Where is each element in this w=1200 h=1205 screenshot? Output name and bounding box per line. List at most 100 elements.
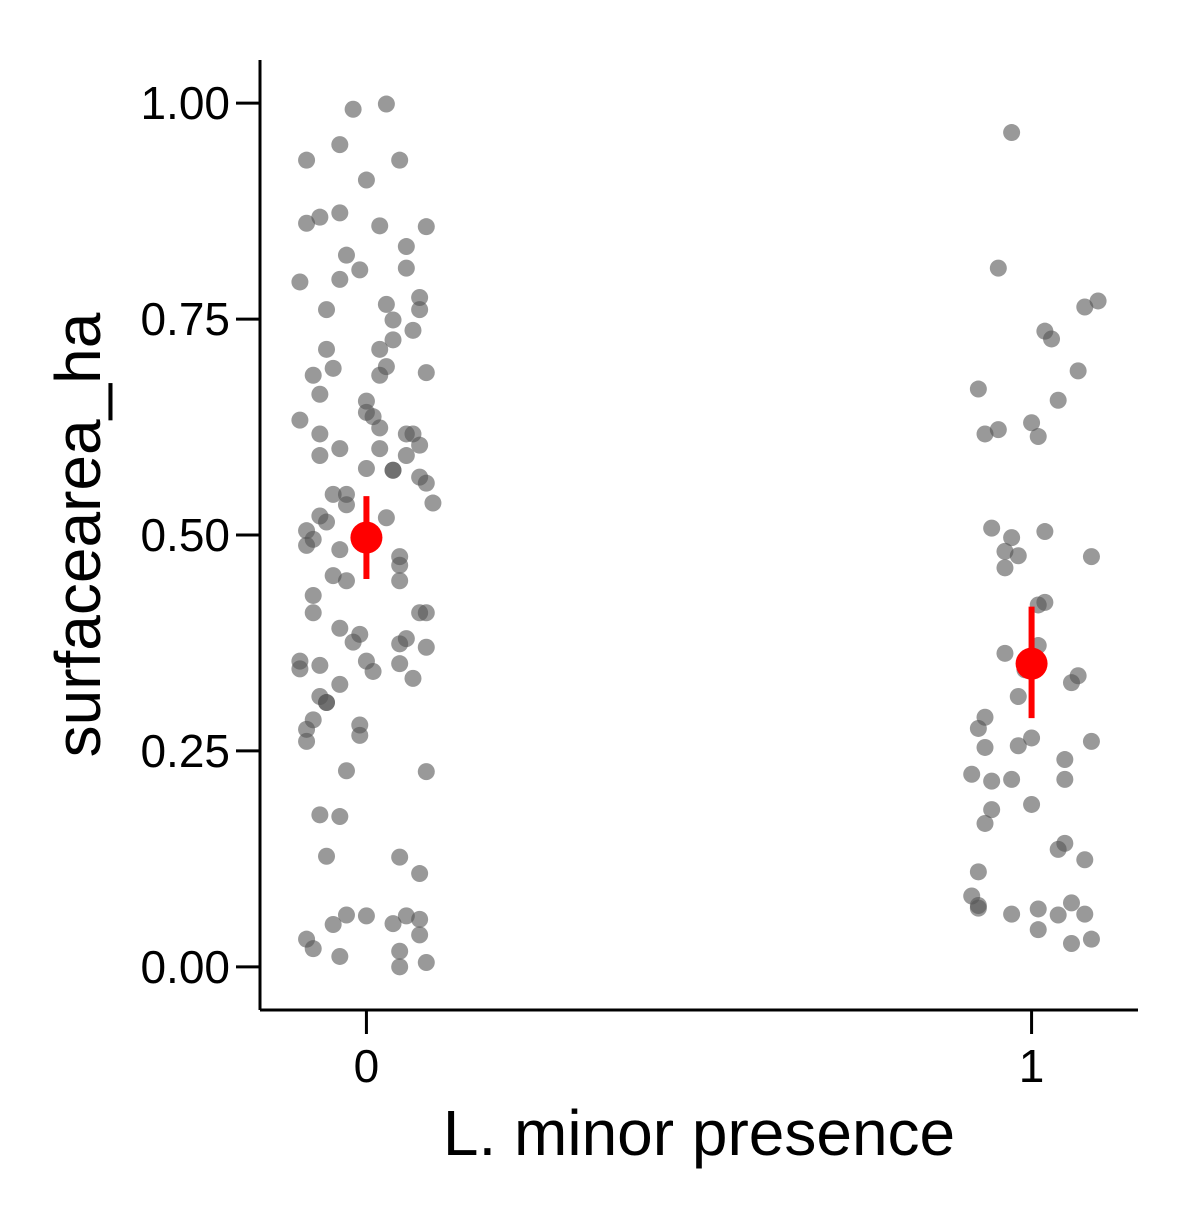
data-point xyxy=(1062,935,1080,952)
data-point xyxy=(1062,894,1080,912)
data-point xyxy=(1003,770,1021,788)
data-point xyxy=(391,635,409,653)
data-point xyxy=(298,214,316,232)
data-point xyxy=(337,572,355,590)
data-point xyxy=(976,425,994,443)
data-point xyxy=(983,519,1001,537)
data-point xyxy=(311,806,329,824)
data-point xyxy=(311,447,329,465)
data-point xyxy=(304,586,322,604)
data-point xyxy=(331,541,349,559)
data-point xyxy=(371,366,389,384)
data-point xyxy=(391,572,409,590)
data-point xyxy=(969,899,987,917)
data-point xyxy=(391,151,409,169)
data-point xyxy=(384,311,402,329)
data-point xyxy=(983,772,1001,790)
data-point xyxy=(417,954,435,971)
data-point xyxy=(1056,770,1074,788)
data-point xyxy=(331,619,349,637)
data-point xyxy=(1009,547,1027,565)
data-point xyxy=(304,366,322,384)
data-point xyxy=(351,726,369,744)
data-point xyxy=(318,694,336,712)
data-point xyxy=(324,567,342,585)
data-point xyxy=(1036,523,1054,541)
data-point xyxy=(371,217,389,235)
data-point xyxy=(411,926,429,944)
data-point xyxy=(969,863,987,881)
data-point xyxy=(331,136,349,154)
data-point xyxy=(1023,795,1041,813)
data-point xyxy=(318,301,336,319)
data-point xyxy=(996,644,1014,662)
data-point xyxy=(1023,414,1041,432)
y-tick-label: 1.00 xyxy=(140,77,230,129)
data-point xyxy=(989,421,1007,439)
data-point xyxy=(411,436,429,454)
data-point xyxy=(397,907,415,925)
data-point xyxy=(298,720,316,738)
data-point xyxy=(1082,732,1100,750)
summary-layer xyxy=(350,496,1048,719)
data-point xyxy=(1023,729,1041,747)
y-tick-label: 0.75 xyxy=(140,293,230,345)
mean-point xyxy=(350,521,383,554)
data-point xyxy=(324,359,342,377)
y-tick-label: 0.25 xyxy=(140,725,230,777)
data-point xyxy=(417,763,435,781)
data-point xyxy=(391,942,409,960)
data-point xyxy=(417,604,435,622)
data-point xyxy=(1003,529,1021,547)
points-layer xyxy=(291,95,1107,976)
data-point xyxy=(989,259,1007,277)
data-point xyxy=(377,95,395,113)
data-point xyxy=(417,218,435,236)
data-point xyxy=(983,801,1001,819)
data-point xyxy=(331,270,349,288)
data-point xyxy=(318,513,336,531)
data-point xyxy=(404,669,422,687)
data-point xyxy=(1029,428,1047,446)
data-point xyxy=(291,660,309,678)
data-point xyxy=(404,321,422,339)
data-point xyxy=(298,732,316,750)
data-point xyxy=(384,461,402,479)
data-point xyxy=(976,738,994,756)
data-point xyxy=(337,246,355,264)
data-point xyxy=(344,100,362,118)
data-point xyxy=(391,655,409,673)
data-point xyxy=(1056,751,1074,769)
data-point xyxy=(424,494,442,512)
mean-point xyxy=(1015,647,1048,680)
data-point xyxy=(1076,905,1094,923)
data-point xyxy=(357,907,375,925)
data-point xyxy=(337,496,355,514)
data-point xyxy=(344,633,362,651)
data-point xyxy=(1009,688,1027,705)
data-point xyxy=(304,604,322,622)
data-point xyxy=(311,385,329,403)
data-point xyxy=(411,301,429,319)
data-point xyxy=(291,273,309,291)
y-tick-label: 0.50 xyxy=(140,509,230,561)
data-point xyxy=(298,536,316,554)
data-point xyxy=(411,910,429,928)
data-point xyxy=(377,295,395,313)
data-point xyxy=(384,331,402,349)
data-point xyxy=(331,440,349,458)
data-point xyxy=(397,447,415,465)
data-point xyxy=(331,675,349,693)
data-point xyxy=(1043,330,1061,348)
data-point xyxy=(411,865,429,883)
data-point xyxy=(969,380,987,398)
data-point xyxy=(1009,737,1027,755)
x-tick-label: 1 xyxy=(1019,1040,1045,1092)
data-point xyxy=(1089,292,1107,310)
data-point xyxy=(324,485,342,503)
data-point xyxy=(391,958,409,976)
data-point xyxy=(298,151,316,169)
data-point xyxy=(304,940,322,958)
data-point xyxy=(1062,674,1080,692)
data-point xyxy=(311,425,329,443)
